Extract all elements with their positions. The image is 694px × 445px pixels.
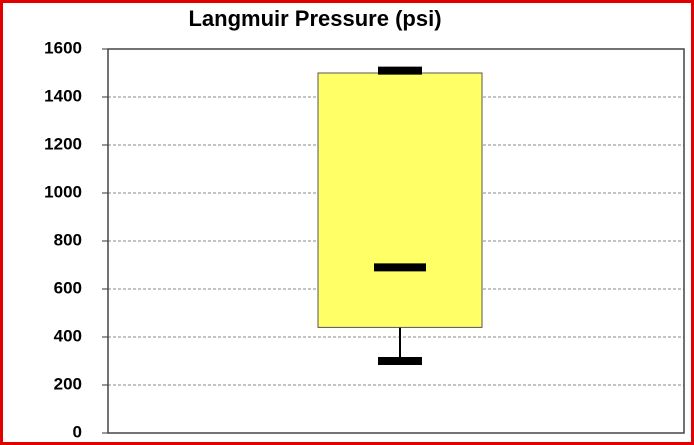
y-tick-label: 800: [54, 230, 82, 249]
plot-area: [107, 48, 685, 434]
y-tick-label: 1400: [44, 86, 82, 105]
y-tick-label: 1600: [44, 38, 82, 57]
y-tick-label: 0: [73, 422, 82, 441]
y-tick-label: 400: [54, 326, 82, 345]
y-tick-label: 1000: [44, 182, 82, 201]
y-tick-label: 200: [54, 374, 82, 393]
chart-title: Langmuir Pressure (psi): [188, 6, 441, 31]
y-tick-label: 600: [54, 278, 82, 297]
box: [317, 72, 483, 328]
y-tick-label: 1200: [44, 134, 82, 153]
